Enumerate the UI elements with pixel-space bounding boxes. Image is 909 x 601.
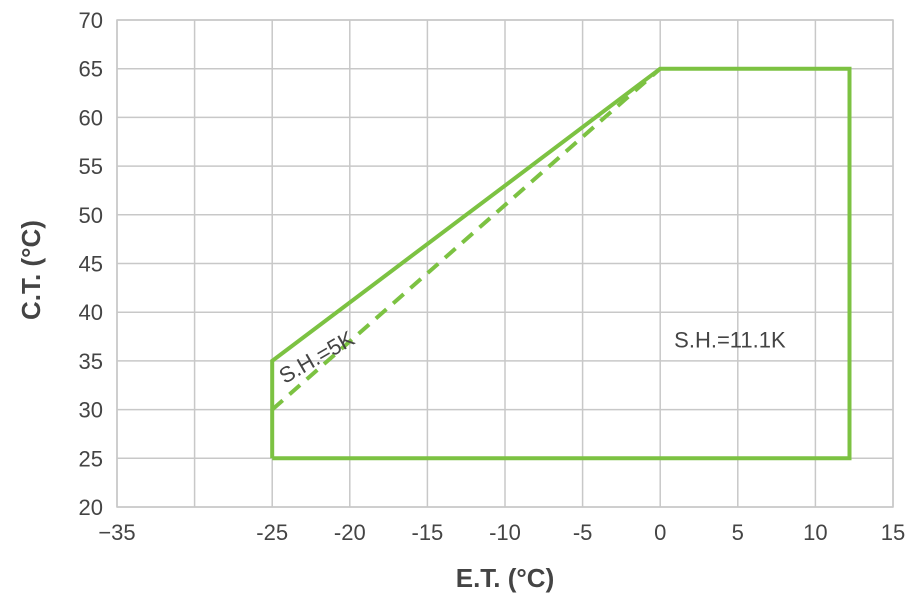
x-tick-label: 15 (881, 520, 905, 545)
x-tick-label: -20 (334, 520, 366, 545)
annotation-label: S.H.=11.1K (674, 327, 786, 352)
chart-series (270, 66, 852, 461)
x-axis-title: E.T. (°C) (456, 563, 555, 593)
series-line-dashed (270, 67, 662, 412)
x-tick-label: -5 (573, 520, 593, 545)
y-tick-label: 20 (79, 495, 103, 520)
y-tick-label: 25 (79, 446, 103, 471)
chart-annotations: S.H.=5K S.H.=11.1K (275, 326, 786, 389)
y-tick-label: 45 (79, 252, 103, 277)
y-axis-title: C.T. (°C) (16, 220, 46, 320)
annotation-label: S.H.=5K (275, 326, 359, 389)
y-tick-label: 40 (79, 300, 103, 325)
chart-grid (116, 19, 894, 508)
x-tick-label: 10 (803, 520, 827, 545)
y-tick-label: 60 (79, 105, 103, 130)
x-tick-label: −35 (98, 520, 135, 545)
x-tick-label: 0 (654, 520, 666, 545)
y-axis-ticks: 20 25 30 35 40 45 50 55 60 65 70 (79, 8, 103, 520)
y-tick-label: 50 (79, 203, 103, 228)
y-tick-label: 65 (79, 57, 103, 82)
series-line-solid (270, 66, 852, 461)
x-axis-ticks: −35 -25 -20 -15 -10 -5 0 5 10 15 (98, 520, 905, 545)
y-tick-label: 35 (79, 349, 103, 374)
plot-frame (116, 19, 894, 508)
y-tick-label: 55 (79, 154, 103, 179)
x-tick-label: -25 (256, 520, 288, 545)
x-tick-label: -15 (412, 520, 444, 545)
y-tick-label: 30 (79, 398, 103, 423)
x-tick-label: 5 (732, 520, 744, 545)
y-tick-label: 70 (79, 8, 103, 33)
x-tick-label: -10 (489, 520, 521, 545)
